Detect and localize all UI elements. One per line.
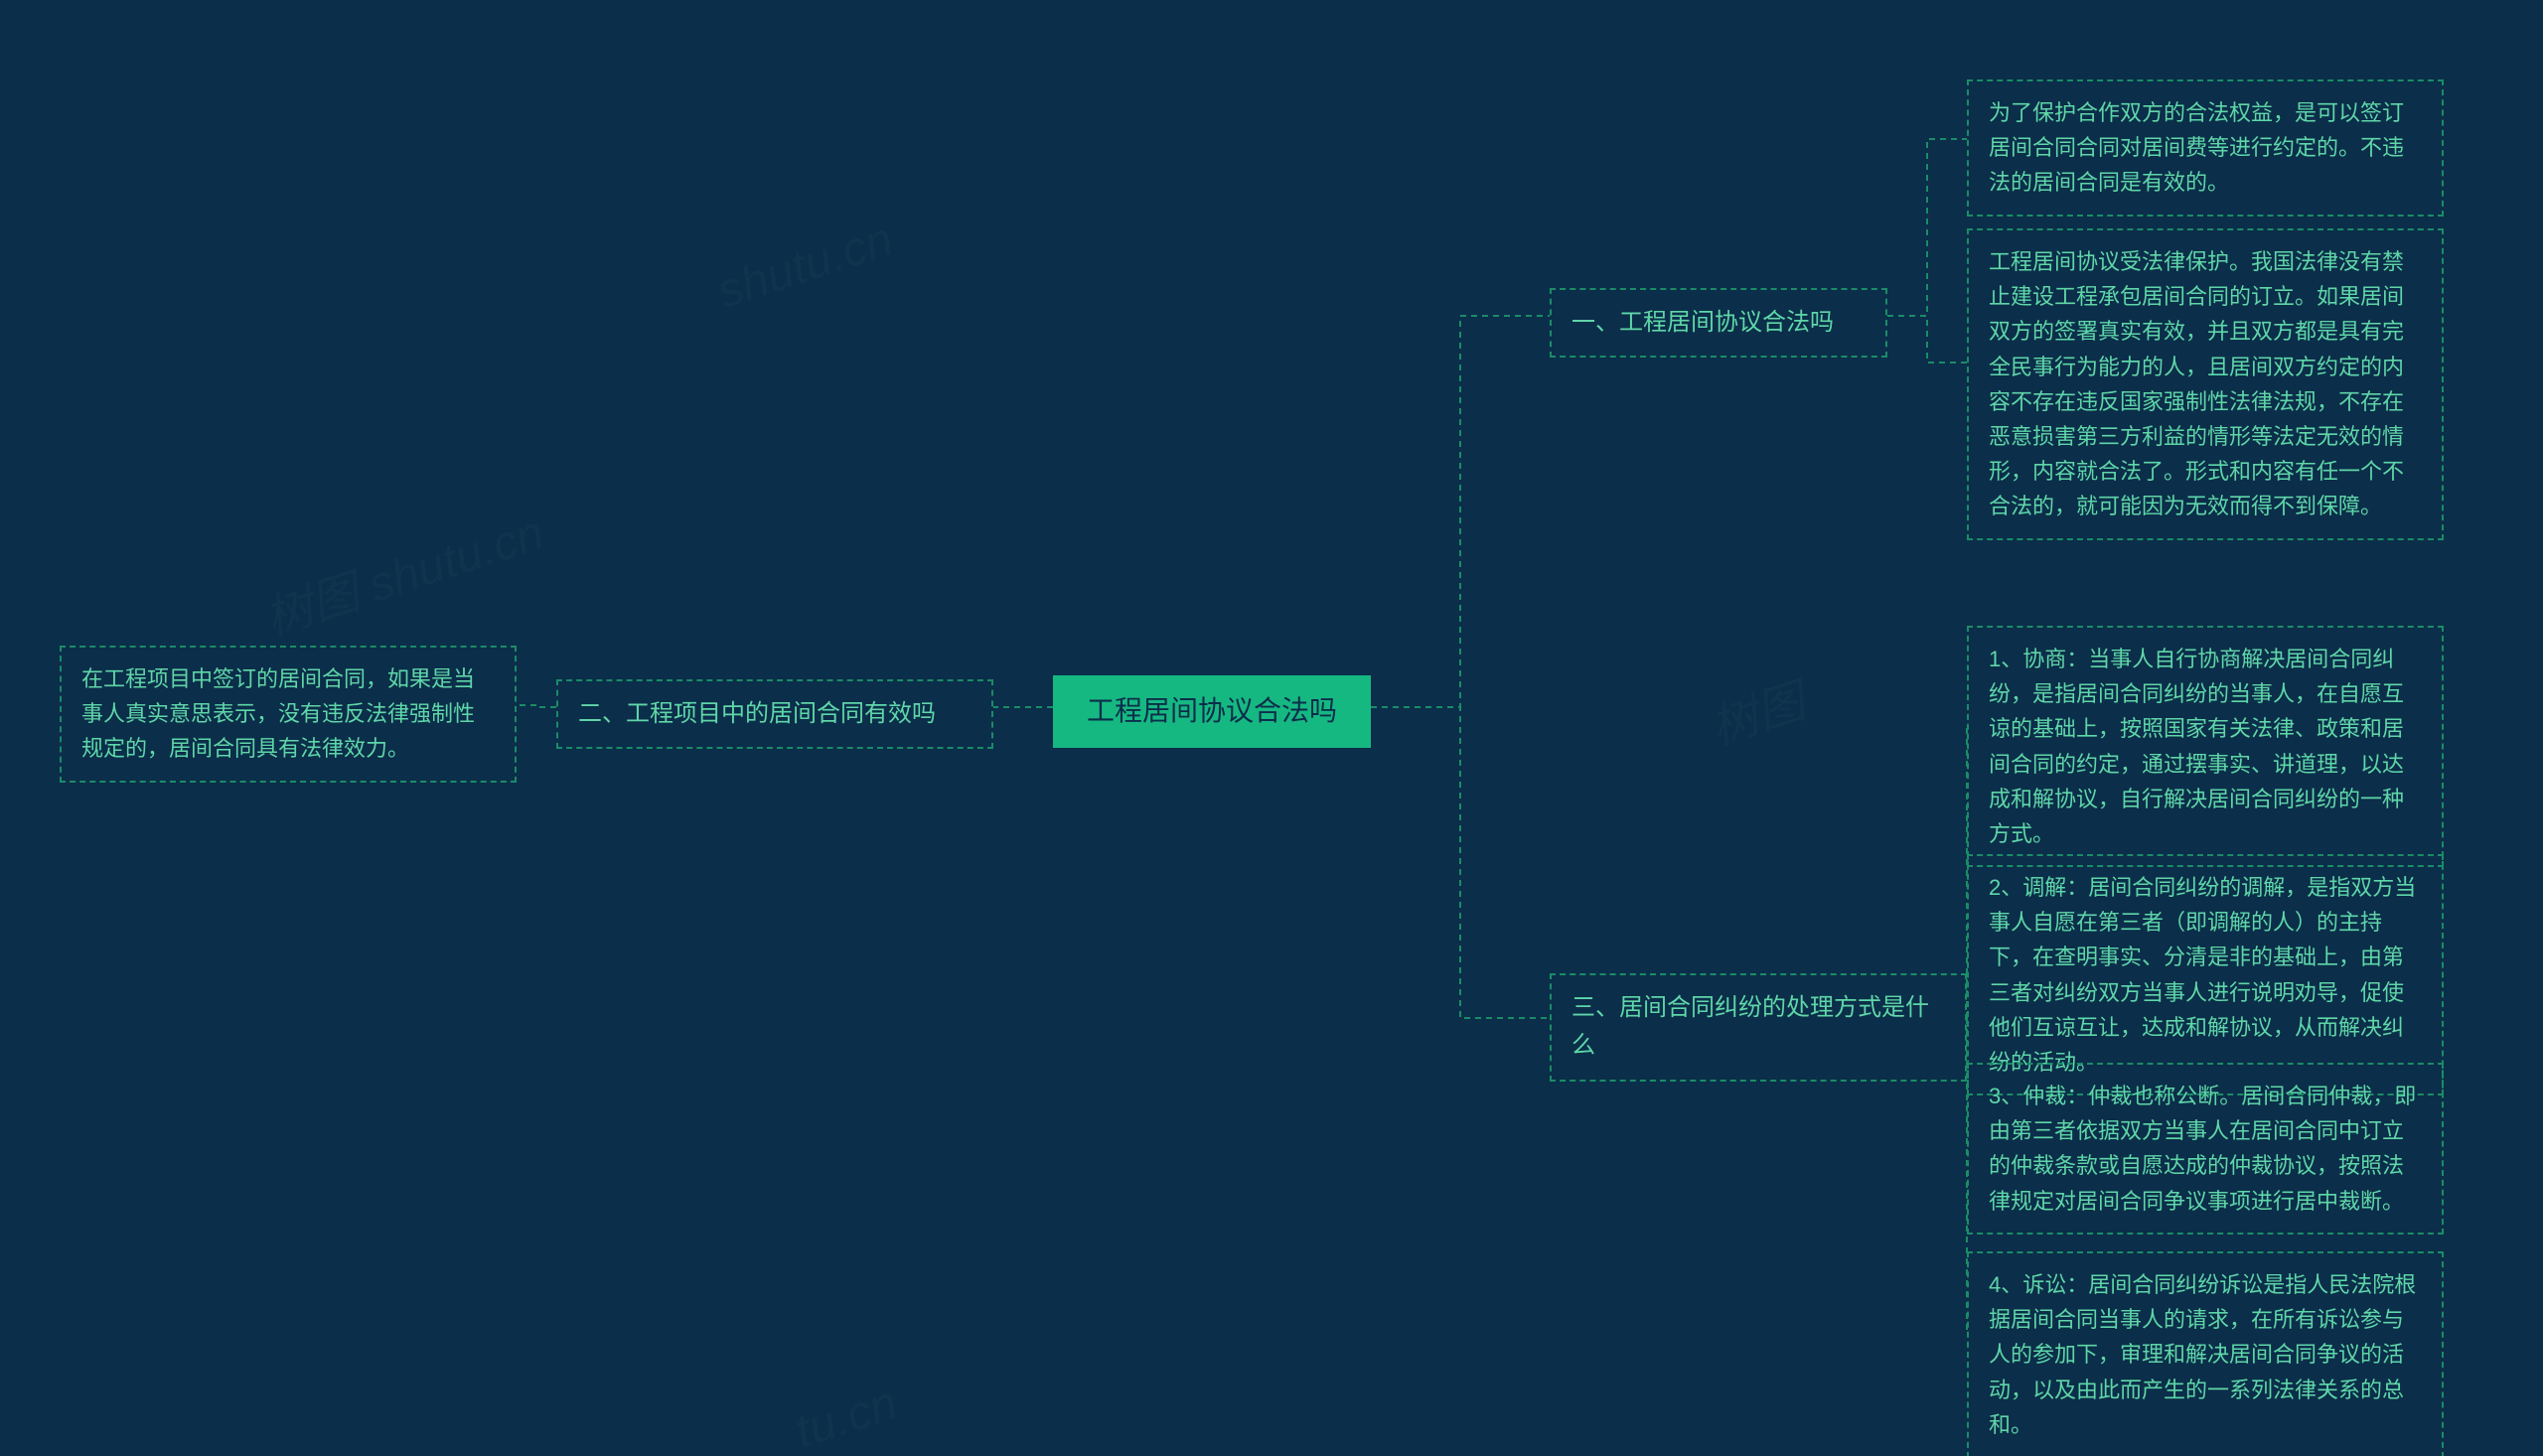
- b3c4: 4、诉讼：居间合同纠纷诉讼是指人民法院根据居间合同当事人的请求，在所有诉讼参与人…: [1967, 1251, 2444, 1456]
- root[interactable]: 工程居间协议合法吗: [1053, 675, 1371, 748]
- b3c1: 1、协商：当事人自行协商解决居间合同纠纷，是指居间合同纠纷的当事人，在自愿互谅的…: [1967, 626, 2444, 867]
- b1c2: 工程居间协议受法律保护。我国法律没有禁止建设工程承包居间合同的订立。如果居间双方…: [1967, 228, 2444, 540]
- b3c3: 3、仲裁：仲裁也称公断。居间合同仲裁，即由第三者依据双方当事人在居间合同中订立的…: [1967, 1063, 2444, 1235]
- b1[interactable]: 一、工程居间协议合法吗: [1550, 288, 1887, 358]
- b2c1: 在工程项目中签订的居间合同，如果是当事人真实意思表示，没有违反法律强制性规定的，…: [60, 646, 517, 783]
- b1c1: 为了保护合作双方的合法权益，是可以签订居间合同合同对居间费等进行约定的。不违法的…: [1967, 79, 2444, 217]
- b3c2: 2、调解：居间合同纠纷的调解，是指双方当事人自愿在第三者（即调解的人）的主持下，…: [1967, 854, 2444, 1095]
- b3[interactable]: 三、居间合同纠纷的处理方式是什么: [1550, 973, 1967, 1082]
- b2[interactable]: 二、工程项目中的居间合同有效吗: [556, 679, 993, 749]
